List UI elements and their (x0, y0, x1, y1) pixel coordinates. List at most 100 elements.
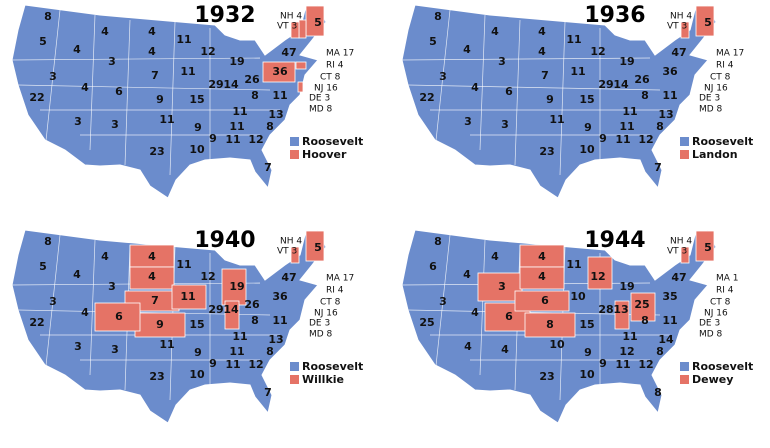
electoral-votes: 9 (156, 318, 164, 331)
legend-swatch (290, 137, 299, 146)
state-callout: MA 17 (326, 274, 354, 284)
electoral-votes: 12 (248, 358, 263, 371)
state-sd (519, 266, 565, 290)
electoral-votes: 4 (73, 268, 81, 281)
electoral-votes: 5 (314, 241, 322, 254)
electoral-votes: 11 (662, 89, 677, 102)
state-callout: CT 8 (710, 298, 731, 308)
electoral-votes: 11 (566, 33, 581, 46)
state-callout: RI 4 (326, 61, 344, 71)
electoral-votes: 47 (281, 271, 296, 284)
legend-label: Roosevelt (302, 360, 363, 373)
electoral-votes: 22 (29, 91, 44, 104)
electoral-votes: 8 (656, 345, 664, 358)
state-in (614, 300, 630, 330)
state-border (44, 234, 61, 376)
state-callout: DE 3 (699, 94, 720, 104)
electoral-votes: 26 (244, 298, 260, 311)
state-border (479, 239, 486, 376)
state-callout: MA 1 (716, 274, 739, 284)
electoral-votes: 8 (44, 235, 52, 248)
legend-swatch (290, 150, 299, 159)
state-callout: DE 3 (309, 94, 330, 104)
legend-swatch (680, 375, 689, 384)
electoral-votes: 9 (209, 357, 217, 370)
electoral-votes: 15 (189, 318, 204, 331)
electoral-votes: 7 (151, 294, 159, 307)
electoral-votes: 8 (266, 345, 274, 358)
state-vt (680, 21, 690, 39)
legend-swatch (290, 362, 299, 371)
electoral-votes: 9 (209, 132, 217, 145)
electoral-votes: 19 (619, 280, 634, 293)
electoral-votes: 11 (176, 33, 191, 46)
state-wi (587, 256, 613, 290)
electoral-votes: 11 (566, 258, 581, 271)
state-callout: RI 4 (716, 286, 734, 296)
electoral-votes: 6 (505, 85, 513, 98)
electoral-votes: 12 (200, 270, 215, 283)
electoral-votes: 4 (538, 25, 546, 38)
electoral-votes: 3 (49, 70, 57, 83)
state-border (407, 84, 661, 91)
electoral-votes: 4 (538, 45, 546, 58)
electoral-votes: 3 (464, 115, 472, 128)
electoral-votes: 11 (229, 345, 244, 358)
electoral-votes: 5 (39, 35, 47, 48)
electoral-votes: 12 (590, 45, 605, 58)
state-vt (680, 246, 690, 264)
electoral-votes: 4 (491, 250, 499, 263)
electoral-votes: 5 (704, 16, 712, 29)
legend-swatch (290, 375, 299, 384)
state-ks (134, 312, 186, 338)
electoral-votes: 4 (148, 45, 156, 58)
electoral-votes: 4 (471, 81, 479, 94)
state-callout: VT 3 (277, 247, 297, 257)
electoral-votes: 7 (264, 386, 272, 399)
electoral-votes: 4 (491, 25, 499, 38)
state-callout: MD 8 (699, 330, 723, 340)
electoral-votes: 3 (111, 343, 119, 356)
map-title: 1940 (194, 228, 255, 253)
state-callout: NH 4 (670, 237, 692, 247)
electoral-votes: 13 (268, 108, 283, 121)
electoral-votes: 7 (264, 161, 272, 174)
electoral-votes: 12 (590, 270, 605, 283)
state-border (11, 57, 261, 61)
electoral-votes: 11 (272, 89, 287, 102)
electoral-votes: 12 (638, 358, 653, 371)
electoral-votes: 11 (622, 330, 637, 343)
electoral-votes: 25 (634, 298, 649, 311)
state-callout: NJ 16 (314, 84, 338, 94)
state-me (695, 5, 715, 37)
state-pa (262, 61, 296, 83)
electoral-votes: 8 (434, 235, 442, 248)
electoral-votes: 11 (229, 120, 244, 133)
electoral-votes: 9 (584, 346, 592, 359)
electoral-votes: 5 (314, 16, 322, 29)
state-callout: MD 8 (309, 105, 333, 115)
electoral-votes: 14 (613, 78, 629, 91)
electoral-votes: 47 (671, 271, 686, 284)
state-callout: NH 4 (280, 12, 302, 22)
electoral-votes: 25 (419, 316, 434, 329)
electoral-votes: 9 (194, 121, 202, 134)
electoral-votes: 15 (579, 93, 594, 106)
state-callout: NH 4 (670, 12, 692, 22)
state-callout: RI 4 (326, 286, 344, 296)
state-de (297, 81, 304, 93)
electoral-votes: 5 (704, 241, 712, 254)
electoral-votes: 14 (223, 78, 239, 91)
electoral-votes: 14 (223, 303, 239, 316)
electoral-votes: 4 (501, 343, 509, 356)
electoral-votes: 4 (148, 250, 156, 263)
legend-label: Landon (692, 148, 738, 161)
electoral-votes: 11 (232, 330, 247, 343)
electoral-votes: 47 (671, 46, 686, 59)
electoral-votes: 3 (74, 340, 82, 353)
state-callout: NJ 16 (704, 84, 728, 94)
electoral-votes: 7 (151, 69, 159, 82)
electoral-votes: 8 (434, 10, 442, 23)
